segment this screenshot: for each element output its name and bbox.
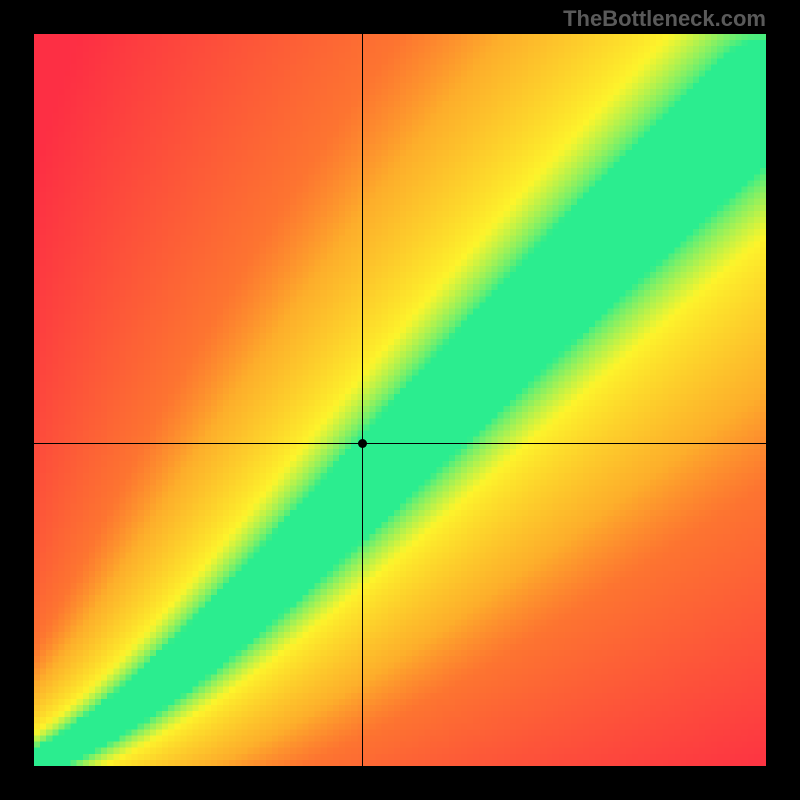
watermark-text: TheBottleneck.com bbox=[563, 6, 766, 32]
crosshair-horizontal bbox=[34, 443, 766, 444]
bottleneck-heatmap bbox=[34, 34, 766, 766]
chart-container: TheBottleneck.com bbox=[0, 0, 800, 800]
crosshair-vertical bbox=[362, 34, 363, 766]
